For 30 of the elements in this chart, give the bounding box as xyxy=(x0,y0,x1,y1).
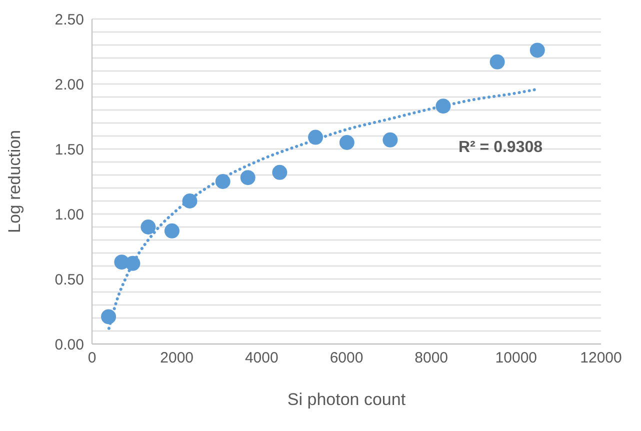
x-axis-title: Si photon count xyxy=(287,390,406,409)
point xyxy=(530,42,545,58)
point xyxy=(164,223,180,238)
x-tick-label: 0 xyxy=(88,350,96,367)
point xyxy=(272,164,288,180)
y-tick-label: 2.50 xyxy=(54,11,84,28)
y-tick-label: 1.50 xyxy=(54,141,84,158)
point xyxy=(308,130,324,145)
y-tick-label: 2.00 xyxy=(54,76,84,94)
x-tick-label: 6000 xyxy=(330,350,364,367)
point xyxy=(436,98,451,114)
point xyxy=(382,132,398,148)
x-tick-label: 10000 xyxy=(495,350,538,367)
y-tick-label: 0.00 xyxy=(54,336,84,354)
point xyxy=(490,54,505,70)
point xyxy=(125,256,140,271)
y-tick-label: 0.50 xyxy=(54,271,84,288)
x-tick-label: 4000 xyxy=(244,350,278,367)
point xyxy=(101,309,116,324)
point xyxy=(240,170,256,186)
x-tick-label: 12000 xyxy=(580,350,622,367)
x-tick-label: 2000 xyxy=(160,350,194,367)
y-axis-title: Log reduction xyxy=(5,130,24,234)
point xyxy=(215,174,230,189)
point xyxy=(182,194,198,208)
point xyxy=(140,220,156,234)
point xyxy=(339,135,354,150)
y-tick-label: 1.00 xyxy=(54,206,84,224)
x-tick-label: 8000 xyxy=(414,350,448,367)
annotation: R² = 0.9308 xyxy=(458,139,543,158)
